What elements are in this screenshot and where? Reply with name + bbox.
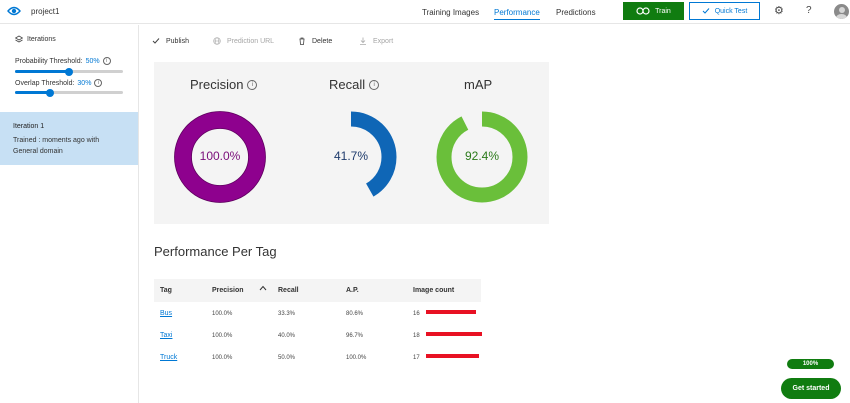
map-title: mAP xyxy=(464,77,492,92)
probability-threshold-value: 50% xyxy=(85,57,100,65)
recall-label: Recall xyxy=(329,77,366,92)
precision-title: Precision i xyxy=(190,77,258,92)
table-header-row: Tag Precision Recall A.P. Image count xyxy=(154,279,481,302)
export-label: Export xyxy=(373,37,394,45)
project-name[interactable]: project1 xyxy=(31,7,60,16)
column-header-ap[interactable]: A.P. xyxy=(346,287,359,294)
nav-performance[interactable]: Performance xyxy=(494,8,540,20)
precision-label: Precision xyxy=(190,77,244,92)
map-label: mAP xyxy=(464,77,493,92)
info-icon[interactable]: i xyxy=(102,57,111,65)
table-row: Bus 100.0% 33.3% 80.6% 16 xyxy=(154,310,484,333)
layers-icon xyxy=(15,35,23,43)
cell-precision: 100.0% xyxy=(212,355,233,361)
delete-label: Delete xyxy=(312,37,333,45)
cell-recall: 33.3% xyxy=(278,311,296,317)
tag-link-bus[interactable]: Bus xyxy=(160,310,173,317)
precision-value: 100.0% xyxy=(199,149,241,163)
publish-button[interactable]: Publish xyxy=(152,37,189,45)
sort-ascending-icon[interactable] xyxy=(259,285,267,291)
donut-outline xyxy=(191,128,249,186)
slider-thumb[interactable] xyxy=(45,88,54,97)
map-arc xyxy=(436,111,528,203)
recall-value: 41.7% xyxy=(333,149,369,163)
cell-ap: 80.6% xyxy=(346,311,364,317)
cell-ap: 96.7% xyxy=(346,333,364,339)
help-icon[interactable]: ? xyxy=(806,5,812,16)
table-row: Taxi 100.0% 40.0% 96.7% 18 xyxy=(154,332,484,355)
settings-gear-icon[interactable]: ⚙ xyxy=(774,5,784,17)
prediction-url-button[interactable]: Prediction URL xyxy=(213,37,274,45)
gears-icon xyxy=(636,7,650,15)
iteration-subtitle: Trained : moments ago with General domai… xyxy=(13,137,100,155)
metrics-panel: Precision i Recall i mAP 100.0% 41.7% 92… xyxy=(154,62,549,224)
nav-training-images[interactable]: Training Images xyxy=(422,8,480,17)
precision-donut-chart xyxy=(174,111,266,203)
probability-threshold-label: Probability Threshold: 50% i xyxy=(15,57,111,65)
map-donut-chart xyxy=(436,111,528,203)
probability-threshold-text: Probability Threshold: xyxy=(15,57,83,65)
overlap-threshold-text: Overlap Threshold: xyxy=(15,79,75,87)
recall-title: Recall i xyxy=(329,77,380,92)
info-icon[interactable]: i xyxy=(94,79,103,87)
iterations-heading: Iterations xyxy=(27,35,56,43)
eye-logo-icon[interactable] xyxy=(7,5,21,17)
nav-predictions[interactable]: Predictions xyxy=(556,8,596,17)
progress-indicator: 100% xyxy=(787,359,834,369)
slider-thumb[interactable] xyxy=(65,67,73,76)
column-header-image-count[interactable]: Image count xyxy=(413,287,455,294)
info-icon[interactable]: i xyxy=(369,79,380,90)
iteration-item[interactable]: Iteration 1 Trained : moments ago with G… xyxy=(0,112,138,165)
tag-link-taxi[interactable]: Taxi xyxy=(160,332,173,339)
cell-recall: 40.0% xyxy=(278,333,296,339)
cell-image-count: 16 xyxy=(413,311,420,317)
download-icon xyxy=(360,37,366,45)
publish-label: Publish xyxy=(166,37,189,45)
quick-test-button[interactable]: Quick Test xyxy=(689,2,760,20)
overlap-threshold-value: 30% xyxy=(77,79,92,87)
image-count-bar xyxy=(426,332,482,336)
prediction-url-label: Prediction URL xyxy=(227,37,275,45)
trash-icon xyxy=(299,37,305,45)
cell-image-count: 17 xyxy=(413,355,420,361)
cell-image-count: 18 xyxy=(413,333,420,339)
recall-arc xyxy=(305,111,397,203)
quick-test-label: Quick Test xyxy=(714,7,748,15)
checkmark-icon xyxy=(702,8,710,14)
image-count-bar xyxy=(426,310,476,314)
iterations-header: Iterations xyxy=(15,35,56,43)
train-button[interactable]: Train xyxy=(623,2,684,20)
cell-ap: 100.0% xyxy=(346,355,367,361)
column-header-recall[interactable]: Recall xyxy=(278,287,299,294)
globe-icon xyxy=(213,37,221,45)
performance-per-tag-heading: Performance Per Tag xyxy=(154,244,277,259)
get-started-button[interactable]: Get started xyxy=(781,378,841,399)
column-header-tag[interactable]: Tag xyxy=(160,287,172,294)
iterations-sidebar: Iterations Probability Threshold: 50% i … xyxy=(0,25,139,403)
slider-fill xyxy=(15,70,69,73)
checkmark-icon xyxy=(152,38,160,44)
user-avatar[interactable] xyxy=(834,4,849,19)
column-header-precision[interactable]: Precision xyxy=(212,287,244,294)
train-label: Train xyxy=(655,7,671,15)
cell-precision: 100.0% xyxy=(212,333,233,339)
info-icon[interactable]: i xyxy=(247,79,258,90)
export-button[interactable]: Export xyxy=(359,37,393,45)
overlap-threshold-label: Overlap Threshold: 30% i xyxy=(15,79,103,87)
iteration-title: Iteration 1 xyxy=(13,123,45,130)
recall-donut-chart xyxy=(305,111,397,203)
cell-precision: 100.0% xyxy=(212,311,233,317)
map-value: 92.4% xyxy=(464,149,500,163)
slider-fill xyxy=(15,91,50,94)
top-nav-bar: project1 Training Images Performance Pre… xyxy=(0,0,850,24)
image-count-bar xyxy=(426,354,479,358)
precision-arc xyxy=(174,111,266,203)
delete-button[interactable]: Delete xyxy=(298,37,332,45)
donut-outline xyxy=(174,111,266,203)
tag-link-truck[interactable]: Truck xyxy=(160,354,178,361)
table-row: Truck 100.0% 50.0% 100.0% 17 xyxy=(154,354,484,377)
probability-threshold-slider[interactable] xyxy=(15,67,123,76)
cell-recall: 50.0% xyxy=(278,355,296,361)
overlap-threshold-slider[interactable] xyxy=(15,88,123,97)
